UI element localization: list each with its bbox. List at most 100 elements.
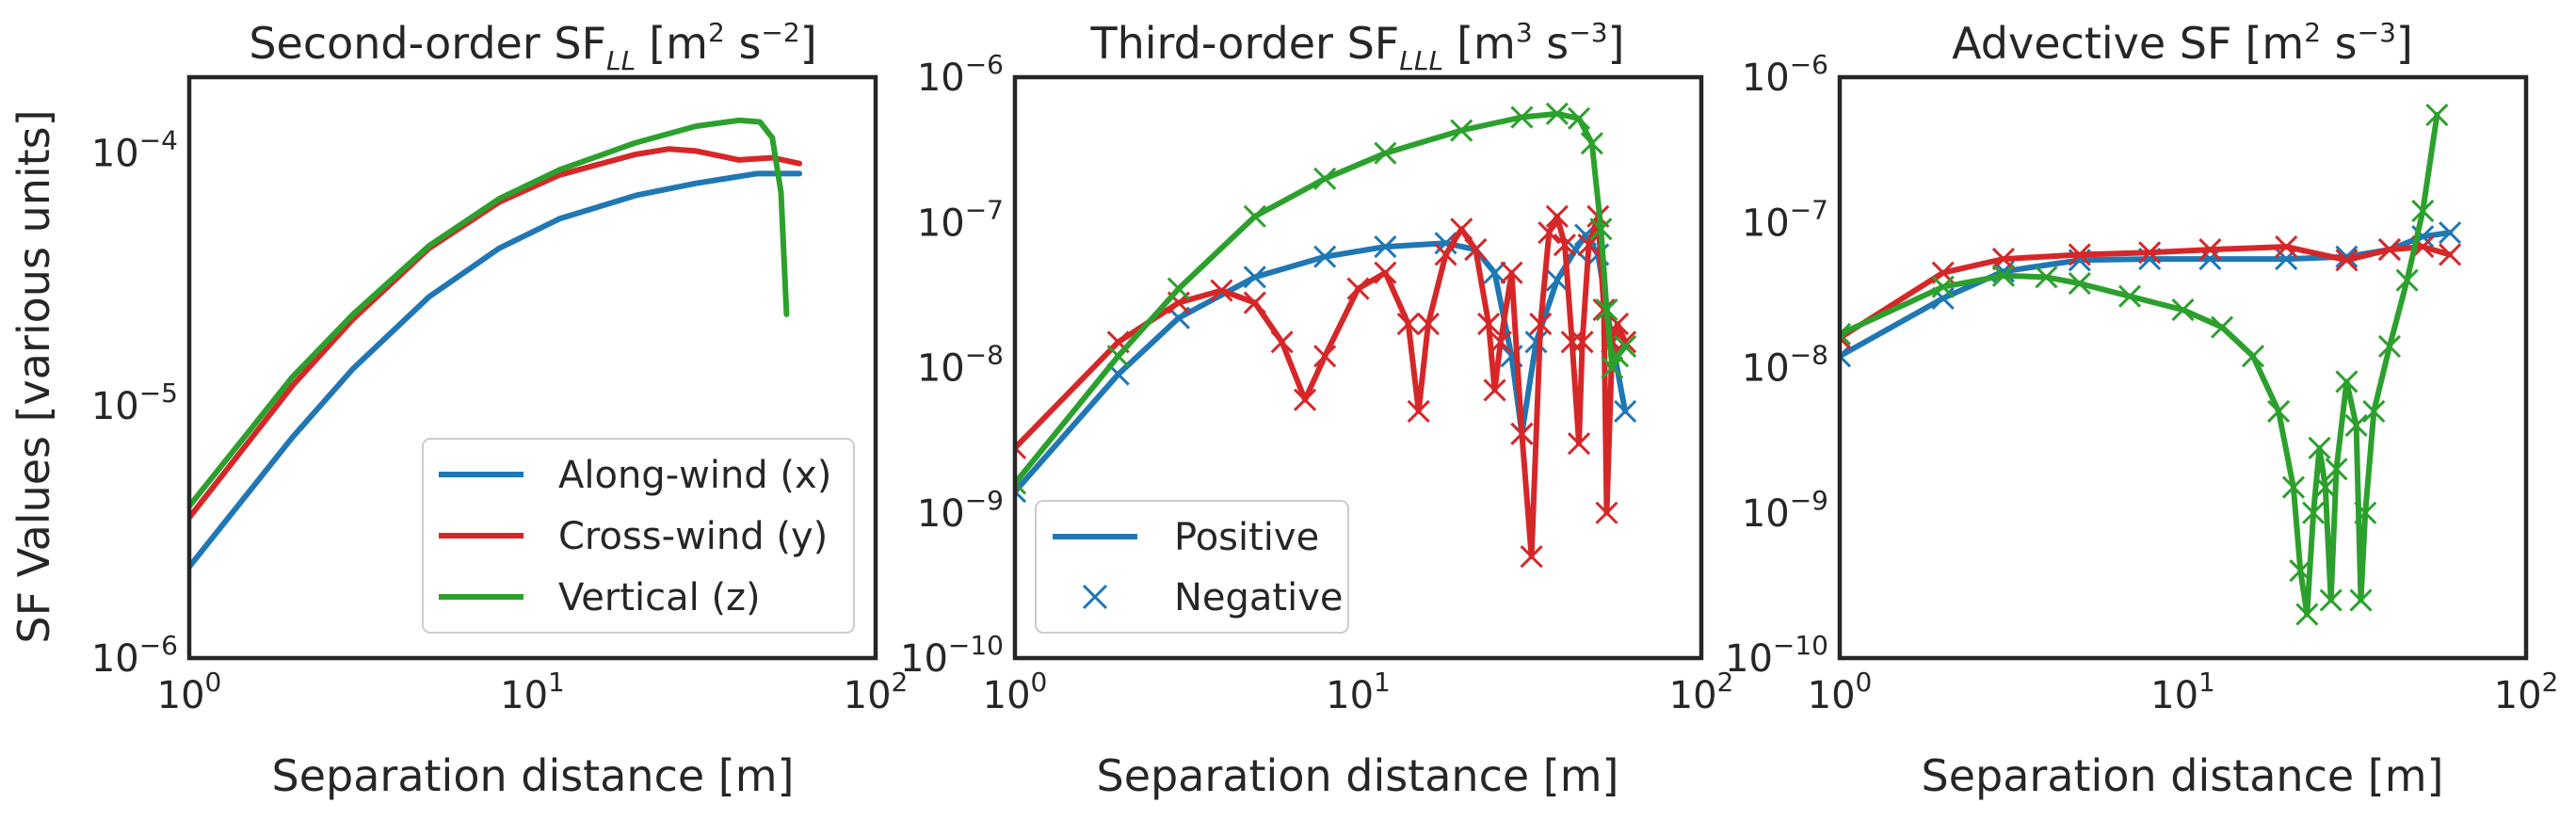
series-line-0-2 [189,117,790,509]
y-ticks-third-order: 10−10 10−9 10−8 10−7 10−6 [900,49,1004,681]
x-axis-label-advective: Separation distance [m] [1922,750,2444,801]
series-line-1-1 [1015,213,1629,560]
series-marker-2-1-7 [2335,249,2359,272]
series-marker-2-1-3 [2068,243,2091,266]
x-ticks-advective: 100 101 102 [1808,667,2559,717]
series-marker-2-2-24 [2395,268,2419,292]
y-tick-label-2-0: 10−10 [1725,630,1828,681]
series-marker-1-1-11 [1407,399,1430,423]
series-marker-1-0-17 [1614,399,1637,423]
series-marker-2-1-10 [2439,243,2462,266]
plot-area-third-order [1015,102,1637,569]
legend-marker-negative [1082,584,1108,610]
series-marker-1-1-12 [1416,313,1440,336]
y-tick-label-2-3: 10−7 [1742,194,1828,245]
series-marker-1-1-4 [1243,291,1266,314]
series-marker-2-2-14 [2308,436,2331,459]
series-marker-1-2-2 [1167,277,1190,300]
series-marker-1-1-0 [1015,436,1027,459]
legend-components: Along-wind (x) Cross-wind (y) Vertical (… [422,438,855,634]
series-marker-2-2-2 [1991,264,2015,287]
series-marker-2-2-21 [2354,501,2377,524]
series-marker-2-0-7 [2335,245,2359,268]
series-marker-2-0-10 [2439,221,2462,245]
plot-area-advective [1840,103,2462,626]
y-tick-label-1-4: 10−6 [917,49,1004,100]
series-marker-2-1-6 [2275,235,2298,259]
series-marker-2-2-6 [2171,298,2195,322]
x-tick-label-1-1: 101 [1326,667,1391,717]
x-tick-label-0-0: 100 [157,667,222,717]
series-marker-1-1-17 [1483,378,1506,402]
series-marker-2-2-10 [2281,475,2306,499]
series-marker-1-1-29 [1577,233,1601,257]
axes-frame-second-order [186,74,878,661]
y-tick-label-2-1: 10−9 [1742,485,1828,536]
x-tick-label-1-2: 102 [1669,667,1734,717]
series-marker-1-2-5 [1374,141,1397,165]
series-marker-1-0-8 [1483,261,1506,284]
axes-frame-advective [1837,74,2529,661]
y-tick-label-2-2: 10−8 [1742,340,1828,391]
x-tick-label-2-0: 100 [1808,667,1873,717]
x-ticks-second-order: 100 101 102 [157,667,909,717]
series-marker-2-2-0 [1840,322,1852,346]
series-marker-1-2-6 [1450,119,1473,142]
legend-label-positive: Positive [1174,516,1319,559]
series-marker-2-1-8 [2377,238,2402,262]
series-marker-1-1-20 [1510,422,1534,445]
series-marker-1-2-3 [1243,204,1266,228]
series-marker-1-0-12 [1545,268,1569,292]
legend-label-negative: Negative [1174,576,1344,619]
x-tick-label-0-1: 101 [500,667,565,717]
series-marker-2-2-19 [2344,413,2368,437]
plot-area-second-order [189,117,803,570]
series-marker-1-1-21 [1520,545,1543,569]
series-marker-1-1-27 [1567,432,1591,456]
series-marker-1-1-14 [1450,217,1473,241]
x-tick-label-0-2: 102 [844,667,909,717]
panel-third-order: Third-order SFLLL [m3 s−3] 10−1010−910−81… [900,17,1733,801]
series-marker-2-2-11 [2289,559,2312,583]
series-marker-1-1-32 [1595,501,1618,524]
series-marker-1-2-11 [1589,217,1613,241]
y-tick-label-1-2: 10−8 [917,340,1004,391]
x-axis-label-second-order: Separation distance [m] [272,750,795,801]
legend-label-along-wind: Along-wind (x) [558,454,831,497]
legend-sign: Positive Negative [1035,500,1349,634]
series-marker-2-2-8 [2241,345,2264,368]
series-marker-2-1-5 [2198,238,2222,262]
series-marker-1-2-14 [1605,345,1630,368]
series-marker-1-1-10 [1396,313,1420,336]
series-marker-1-2-10 [1580,132,1603,155]
series-marker-1-1-23 [1538,221,1561,245]
x-tick-label-2-2: 102 [2494,667,2559,717]
series-marker-1-2-12 [1595,298,1618,322]
series-marker-1-2-4 [1313,167,1337,190]
x-axis-label-third-order: Separation distance [m] [1097,750,1619,801]
series-marker-1-1-8 [1346,277,1370,300]
legend-label-vertical: Vertical (z) [558,576,761,619]
y-ticks-advective: 10−10 10−9 10−8 10−7 10−6 [1725,49,1828,681]
series-marker-1-1-15 [1464,238,1488,262]
panel-title-second-order: Second-order SFLL [m2 s−2] [249,17,816,76]
panel-title-third-order: Third-order SFLLL [m3 s−3] [1090,17,1625,76]
series-marker-1-2-1 [1106,345,1130,368]
y-tick-label-0-2: 10−4 [91,125,178,176]
series-marker-2-2-7 [2210,315,2234,339]
x-tick-label-1-0: 100 [983,667,1048,717]
series-marker-2-2-18 [2335,370,2359,394]
y-tick-label-1-1: 10−9 [917,485,1004,536]
series-marker-1-0-3 [1243,265,1266,289]
series-marker-1-1-5 [1270,330,1294,354]
series-marker-2-2-3 [2035,265,2058,289]
x-tick-label-2-1: 101 [2150,667,2215,717]
series-marker-1-0-5 [1374,235,1397,259]
series-marker-1-1-22 [1529,313,1553,336]
series-marker-2-2-1 [1931,275,1955,298]
series-marker-2-2-23 [2377,334,2402,359]
series-marker-1-1-24 [1545,204,1569,228]
panel-advective: Advective SF [m2 s−3] 10−1010−910−810−710… [1725,17,2558,801]
series-marker-1-2-13 [1601,356,1624,379]
